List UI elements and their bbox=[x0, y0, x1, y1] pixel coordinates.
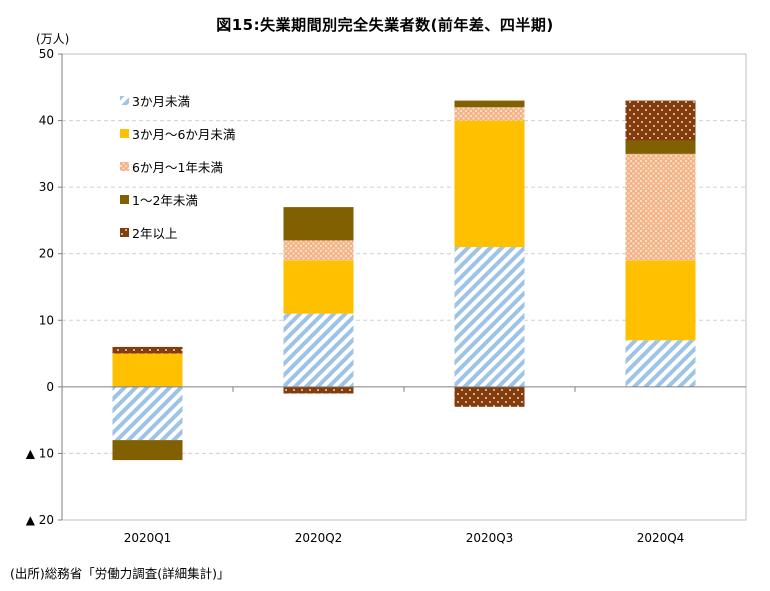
bar-segment bbox=[112, 353, 183, 387]
bar-segment bbox=[283, 207, 354, 241]
y-tick-label: 50 bbox=[39, 47, 54, 61]
bar-segment bbox=[112, 386, 183, 441]
bar-segment bbox=[283, 313, 354, 387]
y-tick-label: 0 bbox=[46, 380, 54, 394]
bar-segment bbox=[625, 140, 696, 154]
y-tick-label: 30 bbox=[39, 180, 54, 194]
legend-swatch bbox=[120, 96, 129, 105]
legend-swatch bbox=[120, 195, 129, 204]
bar-segment bbox=[283, 260, 354, 314]
y-tick-label: 20 bbox=[39, 247, 54, 261]
bar-segment bbox=[454, 100, 525, 108]
legend-swatch bbox=[120, 162, 129, 171]
bar-segment bbox=[112, 346, 183, 354]
source-note: (出所)総務省「労働力調査(詳細集計)」 bbox=[10, 566, 230, 581]
bar-segment bbox=[625, 153, 696, 261]
bar-segment bbox=[112, 440, 183, 461]
legend-label: 6か月～1年未満 bbox=[132, 160, 223, 175]
x-tick-label: 2020Q2 bbox=[295, 531, 343, 545]
bar-segment bbox=[625, 100, 696, 141]
y-tick-label: 40 bbox=[39, 114, 54, 128]
legend-label: 2年以上 bbox=[132, 226, 177, 241]
legend-label: 3か月～6か月未満 bbox=[132, 127, 235, 142]
y-axis-unit-label: (万人) bbox=[36, 32, 70, 46]
bar-segment bbox=[625, 260, 696, 341]
x-tick-label: 2020Q4 bbox=[637, 531, 685, 545]
bar-segment bbox=[283, 240, 354, 261]
legend-swatch bbox=[120, 228, 129, 237]
chart-title: 図15:失業期間別完全失業者数(前年差、四半期) bbox=[216, 16, 554, 34]
legend-label: 3か月未満 bbox=[132, 94, 190, 109]
legend-swatch bbox=[120, 129, 129, 138]
bar-segment bbox=[454, 386, 525, 407]
x-tick-label: 2020Q3 bbox=[466, 531, 514, 545]
bar-segment bbox=[454, 120, 525, 248]
legend-label: 1～2年未満 bbox=[132, 193, 198, 208]
bar-segment bbox=[454, 247, 525, 387]
y-tick-label: ▲ 20 bbox=[26, 513, 54, 527]
x-tick-label: 2020Q1 bbox=[124, 531, 172, 545]
y-tick-label: 10 bbox=[39, 313, 54, 327]
y-tick-label: ▲ 10 bbox=[26, 446, 54, 460]
bar-segment bbox=[454, 107, 525, 121]
bar-segment bbox=[625, 340, 696, 387]
bar-segment bbox=[283, 386, 354, 394]
